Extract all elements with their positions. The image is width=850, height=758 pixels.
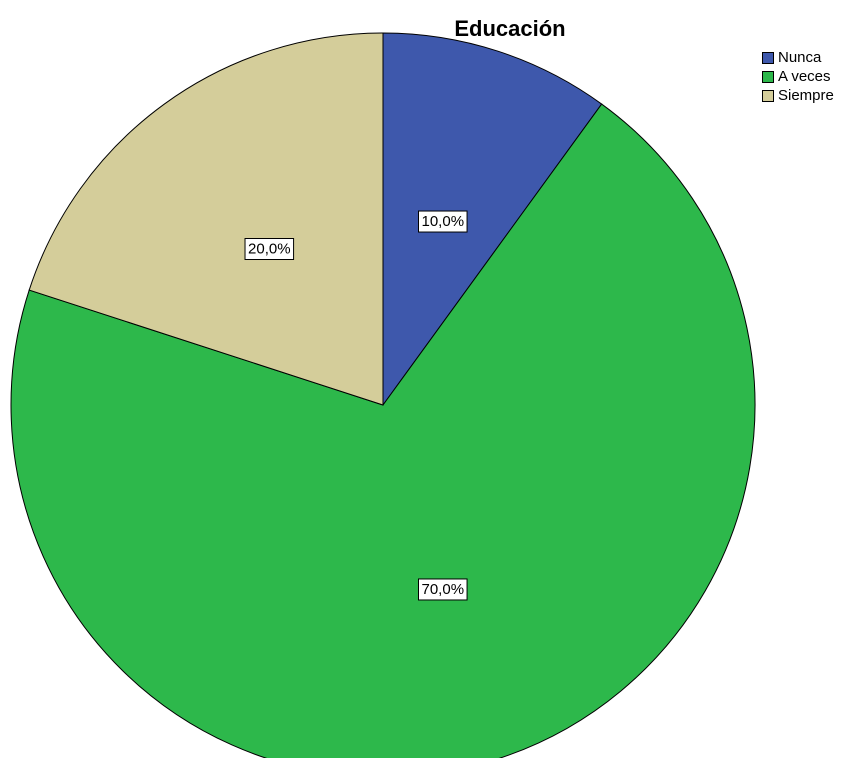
data-label-a-veces: 70,0%	[422, 581, 465, 598]
data-label-box	[418, 210, 468, 233]
pie-data-labels: 10,0% 70,0% 20,0%	[244, 210, 468, 601]
data-label-siempre: 20,0%	[248, 241, 291, 258]
pie-slice-a-veces	[10, 103, 756, 758]
legend-swatch-siempre	[762, 89, 774, 102]
pie-slice-siempre	[28, 32, 384, 406]
legend-swatch-a-veces	[762, 70, 774, 83]
legend-item-siempre: Siempre	[762, 86, 834, 105]
data-label-box	[418, 578, 468, 601]
legend: Nunca A veces Siempre	[762, 48, 834, 105]
legend-item-a-veces: A veces	[762, 67, 834, 86]
legend-label-nunca: Nunca	[778, 49, 822, 66]
legend-label-a-veces: A veces	[778, 68, 831, 85]
legend-swatch-nunca	[762, 51, 774, 64]
chart-title: Educación	[454, 16, 566, 41]
legend-item-nunca: Nunca	[762, 48, 834, 67]
data-label-nunca: 10,0%	[422, 213, 465, 230]
data-label-box	[244, 238, 295, 261]
legend-label-siempre: Siempre	[778, 87, 834, 104]
pie-slices	[10, 32, 756, 758]
pie-slice-nunca	[382, 32, 603, 407]
